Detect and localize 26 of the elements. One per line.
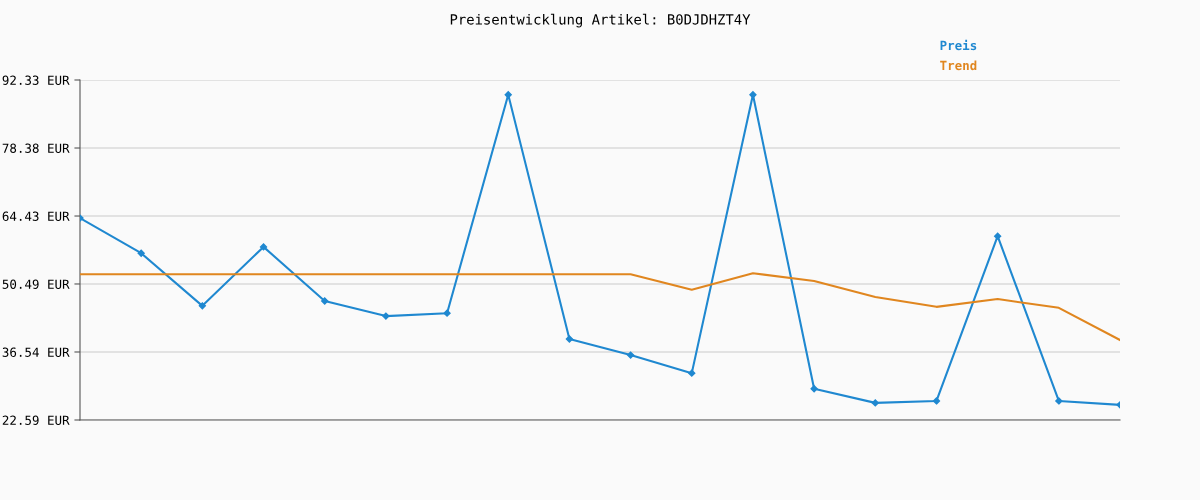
- point: [688, 369, 696, 377]
- line-series: [80, 272, 1120, 342]
- y-tick-label: 22.59 EUR: [2, 415, 70, 425]
- y-tick-label: 64.43 EUR: [2, 211, 70, 221]
- point: [443, 309, 451, 317]
- text: Trend: [940, 60, 977, 71]
- y-tick-label: 36.54 EUR: [2, 347, 70, 357]
- chart-title: Preisentwicklung Artikel: B0DJDHZT4Y: [450, 13, 751, 28]
- point: [871, 399, 879, 407]
- point: [626, 351, 635, 359]
- point: [504, 91, 512, 99]
- point: [259, 243, 268, 251]
- point: [137, 249, 145, 257]
- point: [810, 385, 818, 393]
- y-tick-label: 78.38 EUR: [2, 143, 70, 153]
- text: Preis: [940, 39, 977, 51]
- point: [321, 297, 329, 305]
- point: [932, 397, 941, 405]
- y-tick-label: 50.49 EUR: [2, 279, 70, 289]
- point: [198, 302, 206, 310]
- point: [382, 312, 390, 320]
- point: [565, 335, 574, 343]
- point: [749, 91, 757, 99]
- point: [1055, 397, 1063, 405]
- y-tick-label: 92.33 EUR: [2, 75, 70, 85]
- point: [994, 232, 1002, 240]
